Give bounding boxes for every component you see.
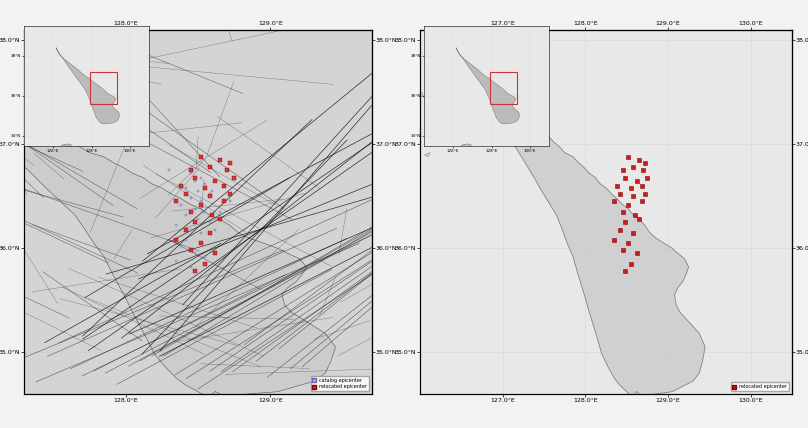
Legend: catalog epicenter, relocated epicenter: catalog epicenter, relocated epicenter [311,376,369,391]
Polygon shape [432,0,705,396]
Polygon shape [456,144,472,152]
Bar [490,71,516,104]
Bar [90,71,116,104]
Polygon shape [419,92,424,98]
Polygon shape [56,144,72,152]
Polygon shape [456,48,520,124]
Polygon shape [435,115,438,122]
Polygon shape [56,48,120,124]
Polygon shape [424,153,430,157]
Polygon shape [0,0,335,396]
Legend: relocated epicenter: relocated epicenter [731,383,789,391]
